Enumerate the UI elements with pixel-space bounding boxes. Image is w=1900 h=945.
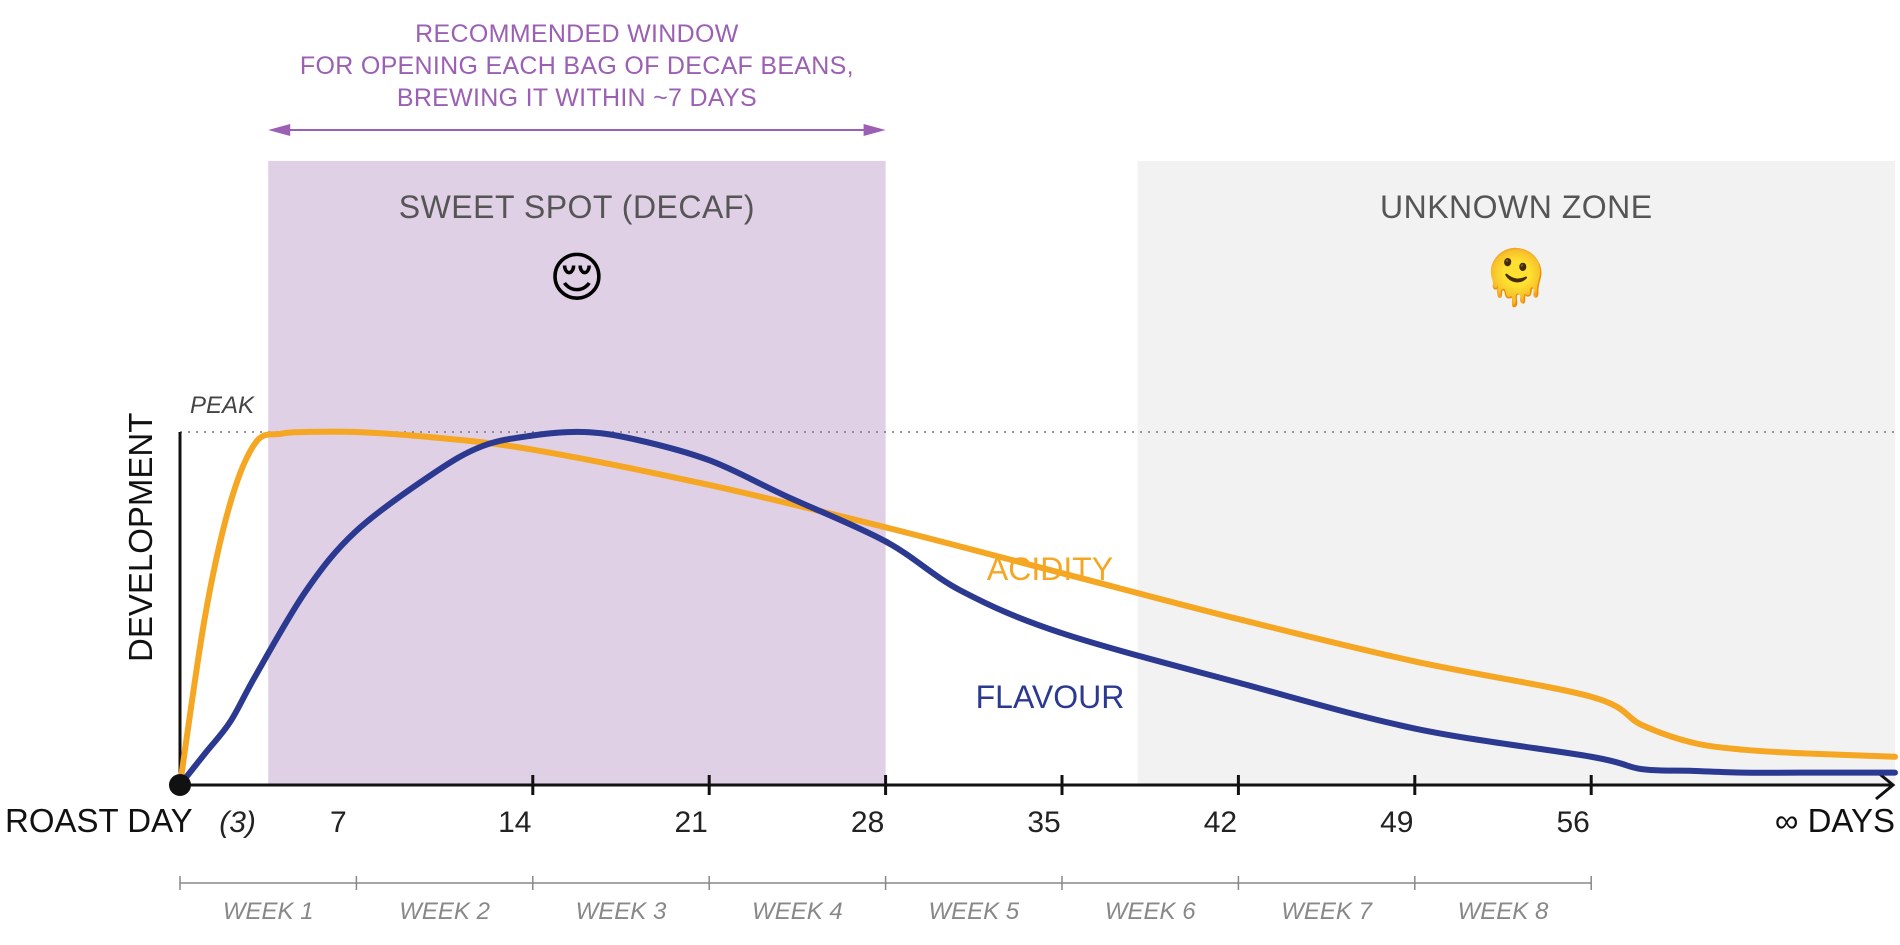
window-annotation-line-1: RECOMMENDED WINDOW xyxy=(415,20,739,48)
week-label-6: WEEK 6 xyxy=(1105,898,1196,925)
x-tick-label-3: (3) xyxy=(219,806,256,839)
series-label-acidity: ACIDITY xyxy=(987,551,1113,587)
x-tick-label-28: 28 xyxy=(851,806,884,839)
window-annotation-line-3: BREWING IT WITHIN ~7 DAYS xyxy=(397,84,757,112)
x-tick-label-7: 7 xyxy=(330,806,347,839)
x-tick-label-56: 56 xyxy=(1557,806,1590,839)
series-layer xyxy=(169,428,1898,796)
x-axis-arrowhead xyxy=(1875,769,1896,801)
x-tick-label-14: 14 xyxy=(498,806,531,839)
series-label-flavour: FLAVOUR xyxy=(976,679,1125,715)
zone-2-emoji: 🫠 xyxy=(1483,242,1550,308)
week-label-5: WEEK 5 xyxy=(928,898,1019,925)
x-tick-label-35: 35 xyxy=(1027,806,1060,839)
zones-layer: SWEET SPOT (DECAF) 😌 UNKNOWN ZONE 🫠 xyxy=(268,161,1895,785)
week-label-4: WEEK 4 xyxy=(752,898,843,925)
x-axis-end-label: ∞ DAYS xyxy=(1775,802,1895,839)
zone-1-emoji: 😌 xyxy=(549,248,605,308)
grid-layer: PEAK xyxy=(180,392,1895,433)
y-axis-label: DEVELOPMENT xyxy=(122,413,159,662)
window-annotation-line-2: FOR OPENING EACH BAG OF DECAF BEANS, xyxy=(300,52,854,80)
axes-layer: (3) 7 14 21 28 35 42 49 56 WEEK 1 WEEK 2 WEEK 3 WEEK… xyxy=(5,413,1896,925)
series-flavour-line xyxy=(177,428,1898,788)
zone-1-band xyxy=(268,161,886,785)
series-acidity-line xyxy=(177,428,1898,788)
week-label-8: WEEK 8 xyxy=(1458,898,1549,925)
peak-label: PEAK xyxy=(190,392,255,419)
week-label-3: WEEK 3 xyxy=(576,898,667,925)
week-label-2: WEEK 2 xyxy=(399,898,490,925)
window-annotation: RECOMMENDED WINDOW FOR OPENING EACH BAG O… xyxy=(268,20,886,136)
zone-2-title: UNKNOWN ZONE xyxy=(1380,189,1653,225)
week-label-1: WEEK 1 xyxy=(223,898,314,925)
x-tick-label-42: 42 xyxy=(1204,806,1237,839)
window-arrow-right-head xyxy=(863,124,886,136)
zone-1-title: SWEET SPOT (DECAF) xyxy=(399,189,755,225)
week-label-7: WEEK 7 xyxy=(1281,898,1373,925)
labels-layer: ACIDITY FLAVOUR xyxy=(976,551,1125,715)
x-axis-start-label: ROAST DAY xyxy=(5,802,193,839)
x-tick-label-21: 21 xyxy=(675,806,708,839)
window-arrow-left-head xyxy=(268,124,291,136)
x-tick-label-49: 49 xyxy=(1380,806,1413,839)
origin-dot xyxy=(169,774,191,796)
